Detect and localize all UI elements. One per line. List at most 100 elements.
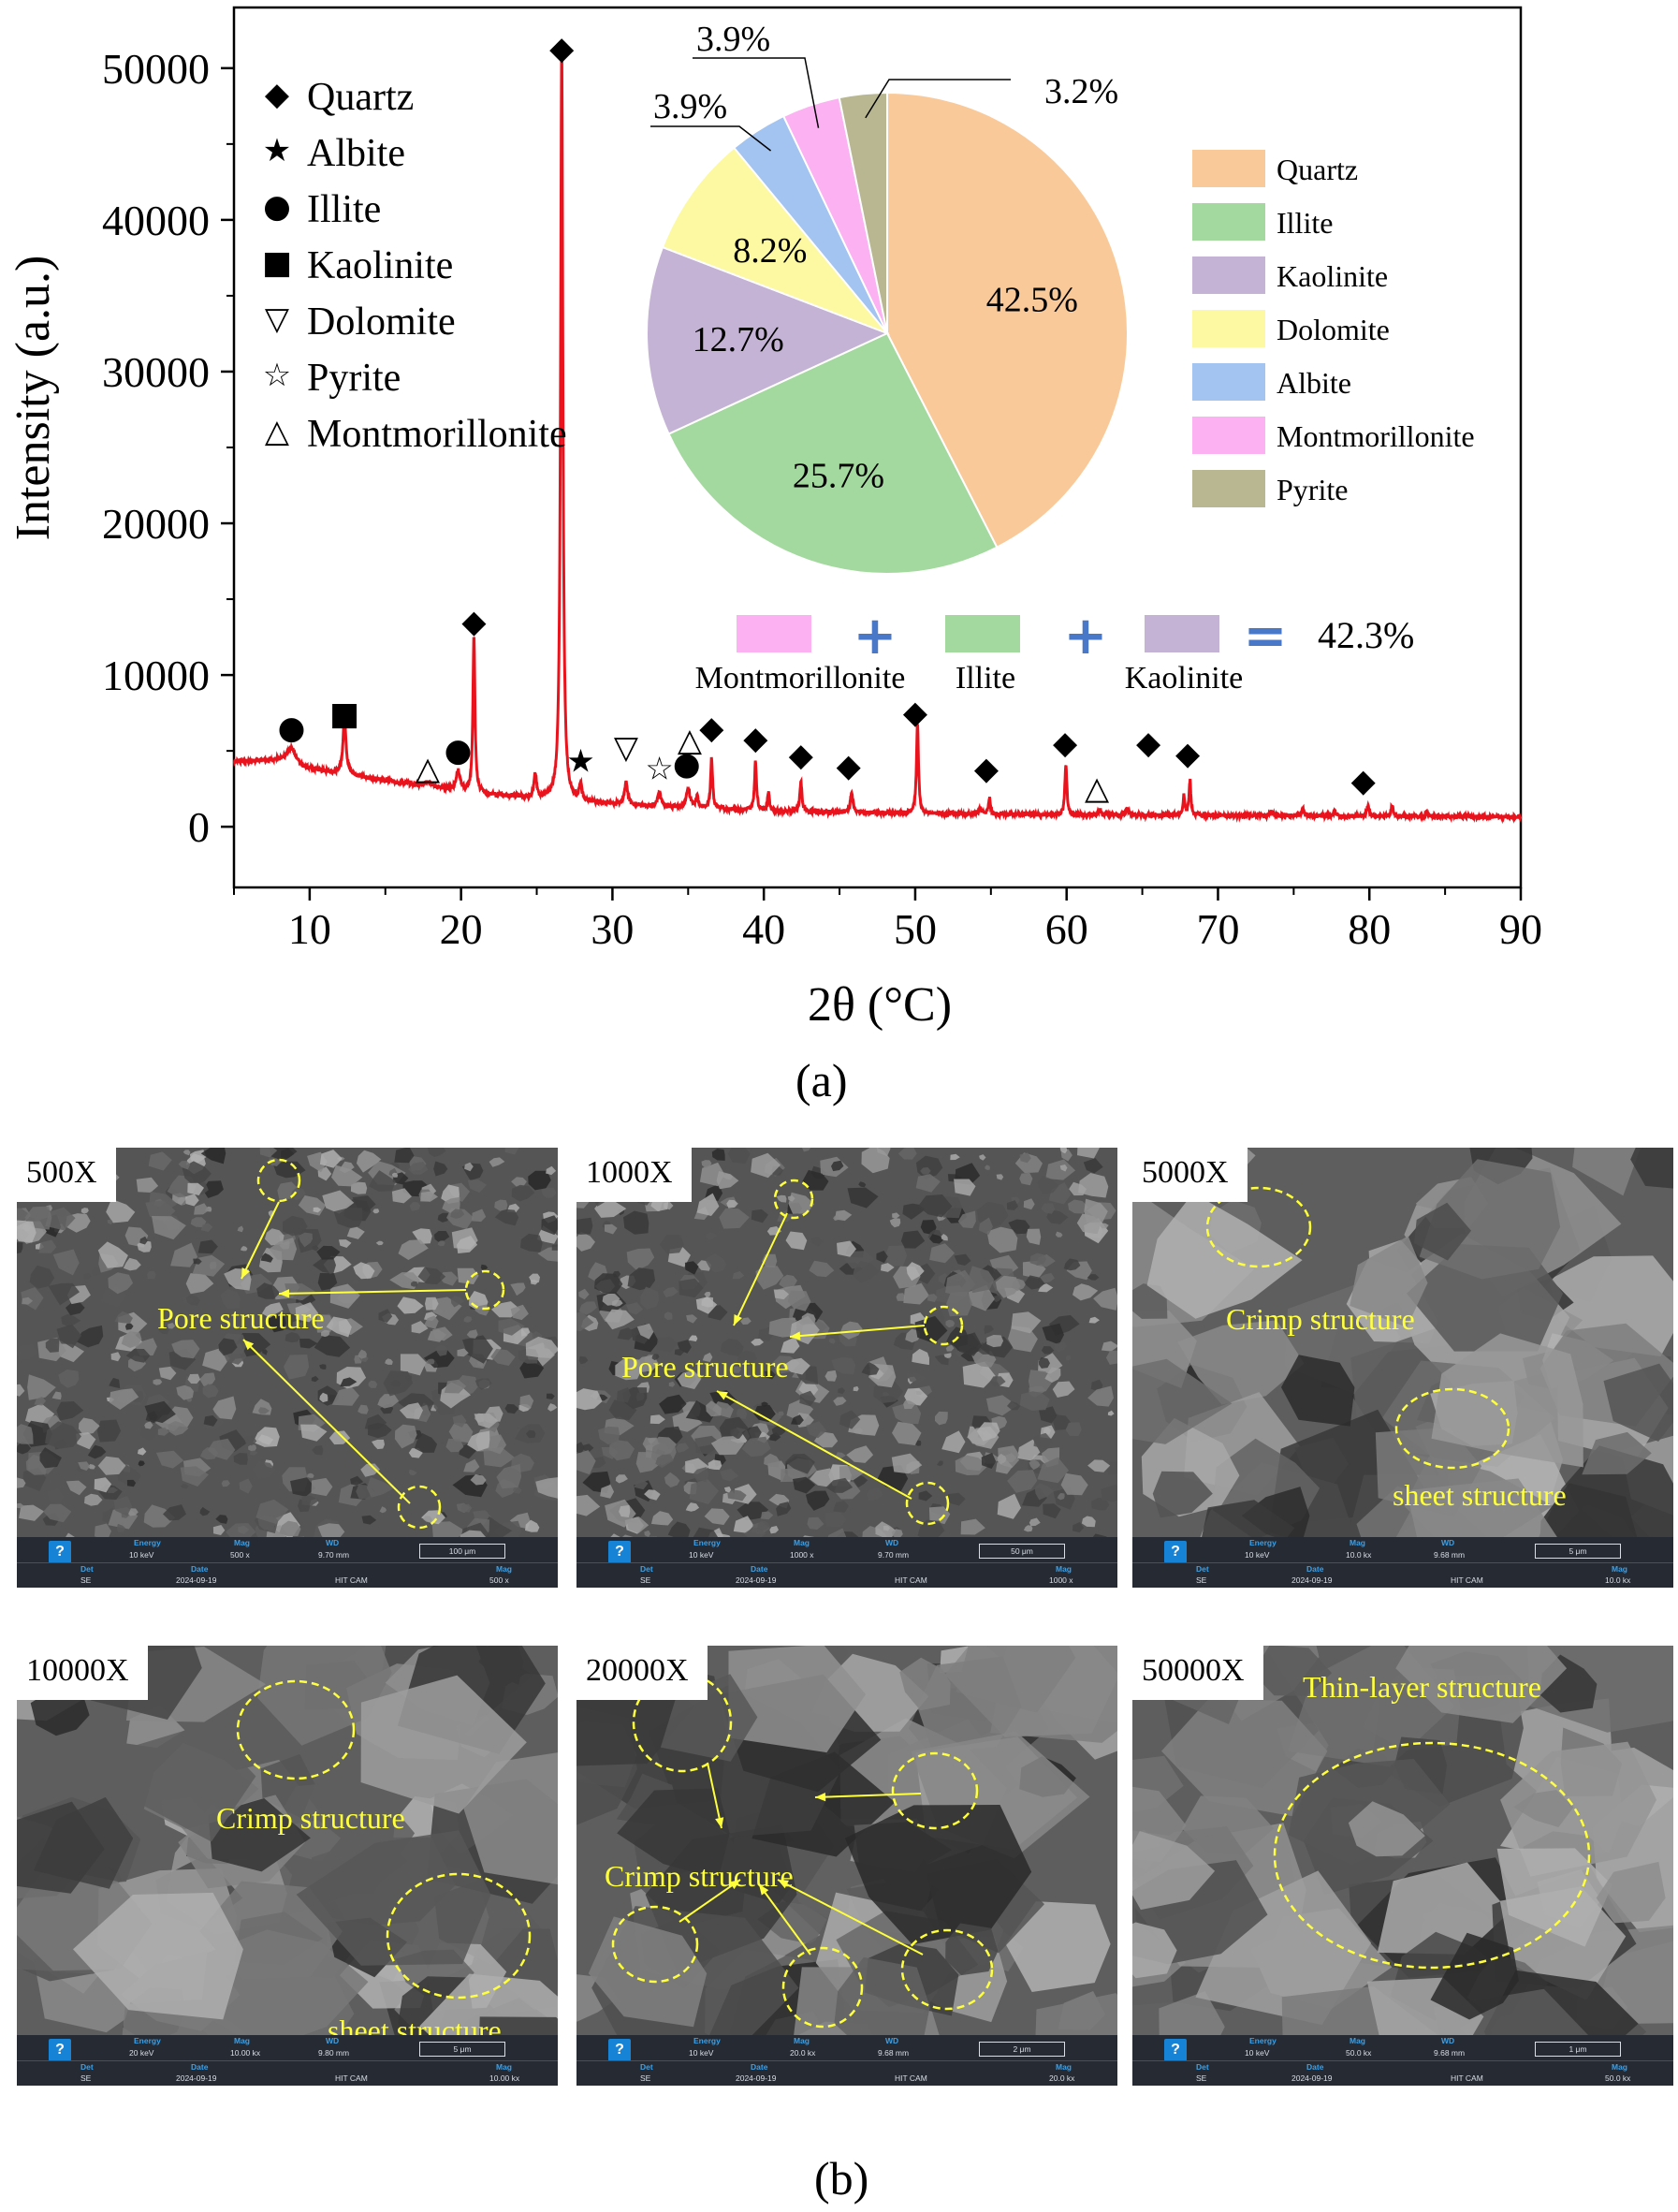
sem-particle xyxy=(806,1490,830,1511)
peak-marker: ☆ xyxy=(645,751,673,788)
sem-info-bar: ? Energy Mag WD 20 keV 10.00 kx 9.80 mm 5 μm Det… xyxy=(17,2035,558,2086)
sem-particle xyxy=(313,1207,322,1213)
sem-particle xyxy=(906,1262,925,1282)
sem-particle xyxy=(87,1464,95,1470)
info-value: 1000 x xyxy=(1049,1575,1073,1585)
sem-particle xyxy=(660,1235,684,1254)
sem-particle xyxy=(84,1493,103,1506)
sem-particle xyxy=(1029,1459,1041,1471)
sem-particle xyxy=(1069,1181,1087,1196)
info-key: Mag xyxy=(1056,2062,1072,2072)
sem-particle xyxy=(892,1212,900,1219)
sem-annotation: Pore structure xyxy=(157,1301,325,1335)
sem-particle xyxy=(664,1472,680,1487)
sem-particle xyxy=(307,1472,314,1478)
pie-slice-dolomite xyxy=(661,146,891,336)
sem-particle xyxy=(892,1403,922,1425)
sem-particle xyxy=(957,1210,976,1229)
sem-particle xyxy=(45,1207,76,1231)
sem-particle xyxy=(256,1282,281,1299)
info-divider xyxy=(576,1562,1117,1563)
info-value: 500 x xyxy=(489,1575,509,1585)
sem-particle xyxy=(1048,1182,1072,1205)
sem-particle xyxy=(437,1240,445,1247)
sem-particle xyxy=(299,1339,318,1349)
sem-particle xyxy=(576,1231,595,1252)
sem-particle xyxy=(1084,1198,1108,1223)
sem-particle xyxy=(876,1251,888,1264)
sem-particle xyxy=(918,1490,933,1502)
peak-marker: ◆ xyxy=(461,603,487,640)
sem-particle xyxy=(193,1258,202,1265)
sem-particle xyxy=(368,1170,396,1192)
annotation-ellipse xyxy=(464,1269,505,1311)
sem-image-20000x: 20000X Crimp structure? Energy Mag WD 10 keV 2… xyxy=(576,1646,1117,2086)
sem-particle xyxy=(114,1311,133,1324)
sem-particle xyxy=(663,1286,678,1297)
sem-particle xyxy=(839,1321,863,1340)
annotation-arrow xyxy=(716,1390,912,1500)
annotation-arrowhead xyxy=(717,1391,728,1400)
sem-micrograph xyxy=(576,1646,1117,2058)
info-value: SE xyxy=(80,2073,92,2083)
sem-particle xyxy=(845,1805,1032,1945)
sem-particle xyxy=(1045,1159,1076,1180)
sem-particle xyxy=(684,1261,699,1275)
sem-particle xyxy=(1039,1406,1058,1424)
peak-marker: ◆ xyxy=(1175,735,1201,772)
instrument-logo-icon: ? xyxy=(49,1541,71,1563)
sem-particle xyxy=(240,1246,248,1252)
sem-particle xyxy=(531,1280,539,1285)
pie-legend-label: Pyrite xyxy=(1277,473,1348,506)
info-key: Date xyxy=(751,1564,768,1574)
sem-particle xyxy=(326,1316,352,1338)
sem-particle xyxy=(1093,1287,1117,1311)
sem-particle xyxy=(634,1479,649,1490)
sem-particle xyxy=(737,1502,769,1521)
sem-particle xyxy=(143,1504,176,1528)
sem-particle xyxy=(695,1296,718,1314)
sem-particle xyxy=(17,1384,25,1397)
peak-marker: ◆ xyxy=(1351,763,1377,800)
annotation-arrowhead xyxy=(729,1880,740,1890)
sem-particle xyxy=(298,1232,313,1248)
sem-particle xyxy=(474,1413,499,1428)
annotation-ellipse xyxy=(632,1672,733,1773)
sem-particle xyxy=(846,1445,874,1463)
sem-particle xyxy=(806,1421,827,1439)
sem-particle xyxy=(352,1279,360,1285)
sem-particle xyxy=(985,1165,990,1170)
sem-particle xyxy=(1053,1414,1071,1430)
sem-particle xyxy=(616,1387,631,1403)
sem-particle xyxy=(109,1388,139,1410)
sem-particle xyxy=(644,1530,651,1537)
info-value: 9.80 mm xyxy=(318,2048,350,2058)
info-value: 10 keV xyxy=(1245,1550,1270,1560)
pie-legend-swatch xyxy=(1192,203,1265,241)
scale-bar: 100 μm xyxy=(419,1544,505,1559)
sem-particle xyxy=(1065,1355,1072,1361)
sem-particle xyxy=(833,1215,839,1221)
legend-label: Dolomite xyxy=(307,300,456,344)
sem-particle xyxy=(1037,1176,1059,1194)
pie-legend-label: Montmorillonite xyxy=(1277,419,1475,453)
annotation-arrow xyxy=(678,1879,741,1923)
sem-particle xyxy=(605,1309,635,1330)
sem-particle xyxy=(733,1516,754,1533)
sem-particle xyxy=(107,1219,113,1225)
sem-particle xyxy=(1057,1492,1065,1501)
annotation-ellipse xyxy=(773,1179,814,1220)
sem-particle xyxy=(704,1508,730,1525)
sem-image-1000x: 1000X Pore structure? Energy Mag WD 10 keV 100… xyxy=(576,1148,1117,1588)
magnification-label: 500X xyxy=(17,1148,116,1202)
info-key: WD xyxy=(885,1538,899,1547)
sem-particle xyxy=(433,1161,448,1177)
sem-particle xyxy=(672,1410,703,1432)
annotation-arrow xyxy=(814,1793,922,1798)
sem-particle xyxy=(685,1400,716,1423)
info-key: Energy xyxy=(134,2036,161,2045)
sem-particle xyxy=(903,1282,929,1305)
peak-marker: ◆ xyxy=(1053,725,1078,762)
info-key: Mag xyxy=(1350,1538,1365,1547)
sem-particle xyxy=(945,1269,976,1298)
